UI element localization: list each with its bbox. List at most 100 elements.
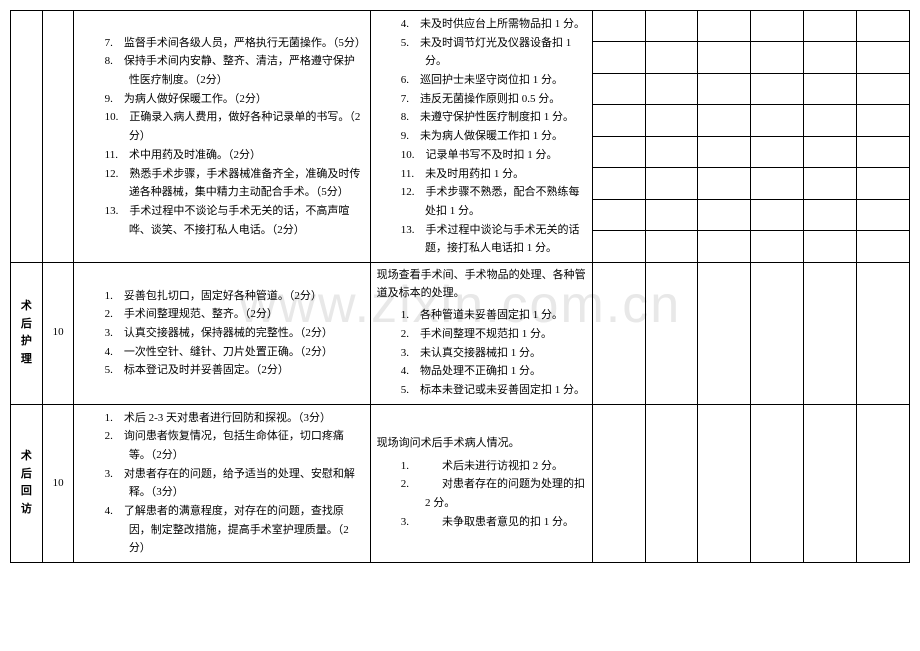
method-header: 现场询问术后手术病人情况。 <box>377 435 586 453</box>
list-item: 10. 记录单书写不及时扣 1 分。 <box>401 146 586 165</box>
empty-cell <box>751 11 804 42</box>
list-item: 2. 手术间整理规范、整齐。（2分） <box>105 305 364 324</box>
table-row: 7. 监督手术间各级人员，严格执行无菌操作。（5分）8. 保持手术间内安静、整齐… <box>11 11 910 42</box>
empty-cell <box>751 73 804 104</box>
empty-cell <box>857 199 910 230</box>
list-item: 1. 各种管道未妥善固定扣 1 分。 <box>401 306 586 325</box>
table-container: www.zixin.com.cn 7. 监督手术间各级人员，严格执行无菌操作。（… <box>10 10 910 563</box>
list-item: 4. 物品处理不正确扣 1 分。 <box>401 362 586 381</box>
empty-cell <box>698 168 751 199</box>
empty-cell <box>698 11 751 42</box>
standard-cell: 1. 术后 2-3 天对患者进行回防和探视。（3分）2. 询问患者恢复情况，包括… <box>74 404 370 563</box>
content-layer: 7. 监督手术间各级人员，严格执行无菌操作。（5分）8. 保持手术间内安静、整齐… <box>10 10 910 563</box>
empty-cell <box>645 168 698 199</box>
empty-cell <box>592 42 645 73</box>
empty-cell <box>698 262 751 404</box>
empty-cell <box>645 136 698 167</box>
list-item: 4. 一次性空针、缝针、刀片处置正确。（2分） <box>105 343 364 362</box>
list-item: 2. 手术间整理不规范扣 1 分。 <box>401 325 586 344</box>
empty-cell <box>804 11 857 42</box>
row-label <box>11 11 43 263</box>
empty-cell <box>857 168 910 199</box>
empty-cell <box>592 231 645 263</box>
empty-cell <box>645 73 698 104</box>
empty-cell <box>857 136 910 167</box>
list-item: 5. 标本登记及时并妥善固定。（2分） <box>105 361 364 380</box>
list-item: 8. 保持手术间内安静、整齐、清洁，严格遵守保护性医疗制度。（2分） <box>105 52 364 89</box>
row-label: 术后护理 <box>11 262 43 404</box>
empty-cell <box>804 231 857 263</box>
empty-cell <box>751 42 804 73</box>
list-item: 11. 术中用药及时准确。（2分） <box>105 146 364 165</box>
standard-cell: 1. 妥善包扎切口，固定好各种管道。（2分）2. 手术间整理规范、整齐。（2分）… <box>74 262 370 404</box>
empty-cell <box>698 404 751 563</box>
empty-cell <box>645 404 698 563</box>
empty-cell <box>857 262 910 404</box>
empty-cell <box>751 262 804 404</box>
row-score: 10 <box>42 404 74 563</box>
method-cell: 4. 未及时供应台上所需物品扣 1 分。5. 未及时调节灯光及仪器设备扣 1 分… <box>370 11 592 263</box>
list-item: 13. 手术过程中不谈论与手术无关的话，不高声喧哗、谈笑、不接打私人电话。（2分… <box>105 202 364 239</box>
empty-cell <box>592 105 645 136</box>
empty-cell <box>698 231 751 263</box>
empty-cell <box>698 73 751 104</box>
method-header: 现场查看手术间、手术物品的处理、各种管道及标本的处理。 <box>377 267 586 302</box>
empty-cell <box>804 73 857 104</box>
list-item: 2. 对患者存在的问题为处理的扣 2 分。 <box>401 475 586 512</box>
list-item: 10. 正确录入病人费用，做好各种记录单的书写。（2分） <box>105 108 364 145</box>
empty-cell <box>592 136 645 167</box>
empty-cell <box>751 231 804 263</box>
standard-cell: 7. 监督手术间各级人员，严格执行无菌操作。（5分）8. 保持手术间内安静、整齐… <box>74 11 370 263</box>
list-item: 2. 询问患者恢复情况，包括生命体征，切口疼痛等。（2分） <box>105 427 364 464</box>
row-score <box>42 11 74 263</box>
method-cell: 现场询问术后手术病人情况。 1. 术后未进行访视扣 2 分。2. 对患者存在的问题… <box>370 404 592 563</box>
list-item: 3. 未认真交接器械扣 1 分。 <box>401 344 586 363</box>
empty-cell <box>751 404 804 563</box>
list-item: 1. 术后 2-3 天对患者进行回防和探视。（3分） <box>105 409 364 428</box>
empty-cell <box>804 262 857 404</box>
empty-cell <box>804 136 857 167</box>
empty-cell <box>645 262 698 404</box>
list-item: 8. 未遵守保护性医疗制度扣 1 分。 <box>401 108 586 127</box>
list-item: 6. 巡回护士未坚守岗位扣 1 分。 <box>401 71 586 90</box>
empty-cell <box>592 199 645 230</box>
row-label: 术后回访 <box>11 404 43 563</box>
list-item: 7. 监督手术间各级人员，严格执行无菌操作。（5分） <box>105 34 364 53</box>
empty-cell <box>645 231 698 263</box>
empty-cell <box>645 11 698 42</box>
empty-cell <box>698 105 751 136</box>
empty-cell <box>698 42 751 73</box>
empty-cell <box>645 199 698 230</box>
empty-cell <box>857 73 910 104</box>
list-item: 3. 认真交接器械，保持器械的完整性。（2分） <box>105 324 364 343</box>
empty-cell <box>804 42 857 73</box>
empty-cell <box>804 404 857 563</box>
empty-cell <box>857 105 910 136</box>
empty-cell <box>698 136 751 167</box>
list-item: 7. 违反无菌操作原则扣 0.5 分。 <box>401 90 586 109</box>
list-item: 4. 了解患者的满意程度，对存在的问题，查找原因，制定整改措施，提高手术室护理质… <box>105 502 364 558</box>
list-item: 1. 术后未进行访视扣 2 分。 <box>401 457 586 476</box>
empty-cell <box>751 136 804 167</box>
empty-cell <box>804 168 857 199</box>
empty-cell <box>857 231 910 263</box>
list-item: 1. 妥善包扎切口，固定好各种管道。（2分） <box>105 287 364 306</box>
list-item: 9. 为病人做好保暖工作。（2分） <box>105 90 364 109</box>
empty-cell <box>592 11 645 42</box>
empty-cell <box>857 404 910 563</box>
empty-cell <box>592 262 645 404</box>
table-row: 术后回访101. 术后 2-3 天对患者进行回防和探视。（3分）2. 询问患者恢… <box>11 404 910 563</box>
list-item: 4. 未及时供应台上所需物品扣 1 分。 <box>401 15 586 34</box>
empty-cell <box>751 168 804 199</box>
empty-cell <box>857 11 910 42</box>
list-item: 12. 熟悉手术步骤，手术器械准备齐全，准确及时传递各种器械，集中精力主动配合手… <box>105 165 364 202</box>
empty-cell <box>592 73 645 104</box>
method-cell: 现场查看手术间、手术物品的处理、各种管道及标本的处理。 1. 各种管道未妥善固定扣… <box>370 262 592 404</box>
list-item: 13. 手术过程中谈论与手术无关的话题，接打私人电话扣 1 分。 <box>401 221 586 258</box>
row-score: 10 <box>42 262 74 404</box>
evaluation-table: 7. 监督手术间各级人员，严格执行无菌操作。（5分）8. 保持手术间内安静、整齐… <box>10 10 910 563</box>
list-item: 3. 对患者存在的问题，给予适当的处理、安慰和解释。（3分） <box>105 465 364 502</box>
empty-cell <box>804 105 857 136</box>
list-item: 12. 手术步骤不熟悉，配合不熟练每处扣 1 分。 <box>401 183 586 220</box>
table-row: 术后护理101. 妥善包扎切口，固定好各种管道。（2分）2. 手术间整理规范、整… <box>11 262 910 404</box>
